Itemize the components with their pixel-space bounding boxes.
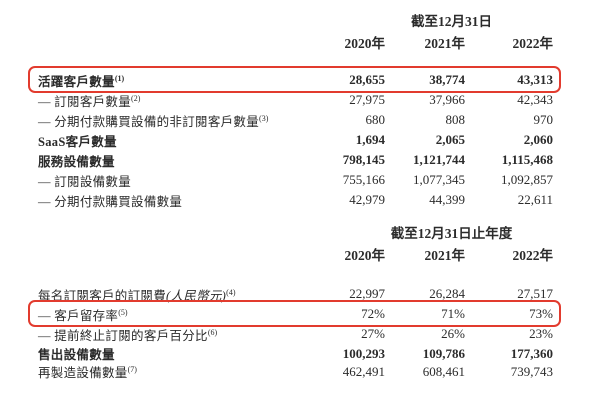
footnote-ref: (1) [114,73,125,83]
value-cell: 970 [533,112,554,127]
value-cell: 26,284 [429,286,465,301]
table-row: 服務設備數量 798,145 1,121,744 1,115,468 [38,150,553,170]
table-row: 每名訂閱客戶的訂閱費(人民幣元)(4) 22,997 26,284 27,517 [38,284,553,304]
row-label-text: SaaS客戶數量 [38,134,117,149]
row-label: — 訂閱設備數量 [38,171,305,190]
row-label-italic: (人民幣元) [166,288,227,303]
row-label-text: 服務設備數量 [38,154,115,169]
row-label: 再製造設備數量(7) [38,362,305,381]
row-label-text: 再製造設備數量 [38,366,128,380]
value-cell: 1,092,857 [501,172,553,187]
row-label: SaaS客戶數量 [38,131,305,150]
row-label: 每名訂閱客戶的訂閱費(人民幣元)(4) [38,285,305,304]
table-row: 活躍客戶數量(1) 28,655 38,774 43,313 [28,66,561,93]
row-label: — 分期付款購買設備數量 [38,191,305,210]
value-cell: 26% [441,326,465,341]
year-column-header: 2021年 [424,36,466,51]
table-rows: 活躍客戶數量(1) 28,655 38,774 43,313 — 訂閱客戶數量(2) 27… [28,66,561,210]
period-header: 截至12月31日止年度 [390,226,513,241]
value-cell: 71% [441,306,465,321]
row-label: — 提前終止訂閱的客戶百分比(6) [38,325,305,344]
footnote-ref: (3) [259,113,269,123]
value-cell: 109,786 [422,345,465,361]
value-cell: 739,743 [510,363,553,379]
period-header: 截至12月31日 [411,14,492,29]
value-cell: 2,065 [435,132,465,147]
row-label-text: 售出設備數量 [38,348,115,362]
row-label: — 分期付款購買設備的非訂閱客戶數量(3) [38,111,305,130]
value-cell: 680 [365,112,386,127]
value-cell: 38,774 [429,72,465,87]
footnote-ref: (2) [131,93,141,103]
value-cell: 1,115,468 [501,152,553,167]
value-cell: 44,399 [429,192,465,207]
value-cell: 23% [529,326,553,341]
row-label-text: — 客戶留存率 [38,308,119,323]
table-row: — 分期付款購買設備數量 42,979 44,399 22,611 [38,190,553,210]
value-cell: 27,975 [349,92,385,107]
footnote-ref: (7) [127,365,137,374]
value-cell: 1,694 [355,132,385,147]
table-row: — 客戶留存率(5) 72% 71% 73% [28,300,561,327]
year-column-header: 2020年 [344,36,386,51]
table-row: — 訂閱客戶數量(2) 27,975 37,966 42,343 [38,90,553,110]
value-cell: 100,293 [342,345,385,361]
table-row: — 提前終止訂閱的客戶百分比(6) 27% 26% 23% [38,324,553,344]
value-cell: 42,343 [517,92,553,107]
metrics-table-section-2: 截至12月31日止年度 2020年 2021年 2022年 每名訂閱客戶的訂閱費(人… [28,226,561,381]
year-column-header: 2022年 [512,248,554,263]
year-header-row: 2020年 2021年 2022年 [38,244,554,263]
value-cell: 798,145 [342,152,385,167]
value-cell: 462,491 [342,363,385,379]
year-header-row: 2020年 2021年 2022年 [38,32,554,51]
footnote-ref: (5) [118,307,128,317]
value-cell: 37,966 [429,92,465,107]
row-label: 服務設備數量 [38,151,305,170]
table-rows: 每名訂閱客戶的訂閱費(人民幣元)(4) 22,997 26,284 27,517— 客… [28,284,561,381]
row-label-text: — 訂閱設備數量 [38,174,132,189]
row-label-text: — 提前終止訂閱的客戶百分比 [38,328,208,343]
row-label-text: 每名訂閱客戶的訂閱費 [38,288,167,303]
value-cell: 42,979 [349,192,385,207]
year-column-header: 2022年 [512,36,554,51]
value-cell: 73% [529,306,553,321]
value-cell: 608,461 [422,363,465,379]
row-label: 活躍客戶數量(1) [38,71,305,90]
value-cell: 2,060 [523,132,553,147]
year-column-header: 2021年 [424,248,466,263]
value-cell: 1,121,744 [413,152,465,167]
value-cell: 27,517 [517,286,553,301]
row-label-text: — 分期付款購買設備的非訂閱客戶數量 [38,114,260,129]
table-row: SaaS客戶數量 1,694 2,065 2,060 [38,130,553,150]
metrics-table-section-1: 截至12月31日 2020年 2021年 2022年 活躍客戶數量(1) 28,655… [28,14,561,210]
row-label-text: 活躍客戶數量 [38,74,115,89]
table-row: — 訂閱設備數量 755,166 1,077,345 1,092,857 [38,170,553,190]
value-cell: 22,611 [517,192,553,207]
value-cell: 755,166 [342,172,385,187]
value-cell: 177,360 [510,345,553,361]
footnote-ref: (6) [207,327,218,337]
value-cell: 72% [361,306,385,321]
row-label-text: — 分期付款購買設備數量 [38,194,183,209]
value-cell: 28,655 [349,72,385,87]
value-cell: 808 [445,112,466,127]
value-cell: 22,997 [349,286,385,301]
table-row: 再製造設備數量(7) 462,491 608,461 739,743 [38,362,553,381]
footnote-ref: (4) [226,287,236,297]
year-column-header: 2020年 [344,248,386,263]
table-row: — 分期付款購買設備的非訂閱客戶數量(3) 680 808 970 [38,110,553,130]
value-cell: 27% [361,326,385,341]
row-label: 售出設備數量 [38,344,305,363]
row-label-text: — 訂閱客戶數量 [38,94,132,109]
value-cell: 43,313 [517,72,553,87]
row-label: — 客戶留存率(5) [38,305,305,324]
value-cell: 1,077,345 [413,172,465,187]
table-row: 售出設備數量 100,293 109,786 177,360 [38,344,553,363]
row-label: — 訂閱客戶數量(2) [38,91,305,110]
